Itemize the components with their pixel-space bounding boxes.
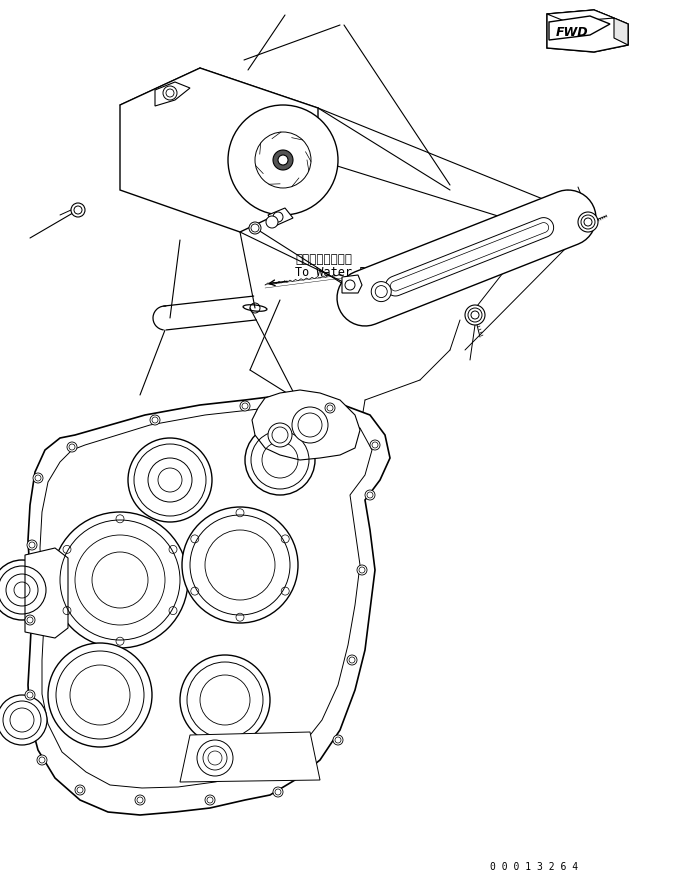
Circle shape <box>228 105 338 215</box>
Polygon shape <box>549 16 610 40</box>
Circle shape <box>205 795 215 805</box>
Circle shape <box>266 216 278 228</box>
Polygon shape <box>337 190 596 326</box>
Circle shape <box>273 787 283 797</box>
Circle shape <box>180 655 270 745</box>
Circle shape <box>357 565 367 575</box>
Circle shape <box>52 512 188 648</box>
Polygon shape <box>252 390 360 460</box>
Circle shape <box>292 407 328 443</box>
Circle shape <box>0 560 52 620</box>
Text: Gear Case: Gear Case <box>235 763 299 776</box>
Polygon shape <box>547 10 628 52</box>
Circle shape <box>67 442 77 452</box>
Polygon shape <box>120 68 318 232</box>
Polygon shape <box>547 10 614 22</box>
Circle shape <box>465 305 485 325</box>
Circle shape <box>365 490 375 500</box>
Circle shape <box>197 740 233 776</box>
Polygon shape <box>547 10 628 52</box>
Circle shape <box>370 440 380 450</box>
Circle shape <box>325 403 335 413</box>
Circle shape <box>135 795 145 805</box>
Text: To Water Pump: To Water Pump <box>295 266 388 279</box>
Circle shape <box>0 695 47 745</box>
Circle shape <box>333 735 343 745</box>
Polygon shape <box>268 208 293 226</box>
Circle shape <box>371 282 391 301</box>
Circle shape <box>278 155 288 165</box>
Circle shape <box>249 222 261 234</box>
Text: ウォータポンプへ: ウォータポンプへ <box>295 253 352 266</box>
Circle shape <box>71 203 85 217</box>
Circle shape <box>75 785 85 795</box>
Polygon shape <box>155 82 190 106</box>
Circle shape <box>25 615 35 625</box>
Circle shape <box>37 755 47 765</box>
Polygon shape <box>614 18 628 45</box>
Polygon shape <box>25 548 68 638</box>
Circle shape <box>27 540 37 550</box>
Circle shape <box>33 473 43 483</box>
Circle shape <box>163 86 177 100</box>
Circle shape <box>25 690 35 700</box>
Circle shape <box>255 132 311 188</box>
Circle shape <box>347 655 357 665</box>
Polygon shape <box>28 395 390 815</box>
Circle shape <box>48 643 152 747</box>
Circle shape <box>128 438 212 522</box>
Circle shape <box>182 507 298 623</box>
Circle shape <box>158 468 182 492</box>
Text: FWD: FWD <box>556 27 589 40</box>
Text: ギャーケース: ギャーケース <box>235 750 278 763</box>
Circle shape <box>240 401 250 411</box>
Circle shape <box>578 212 598 232</box>
Circle shape <box>273 150 293 170</box>
Polygon shape <box>180 732 320 782</box>
Text: 0 0 0 1 3 2 6 4: 0 0 0 1 3 2 6 4 <box>490 862 578 872</box>
Circle shape <box>150 415 160 425</box>
Circle shape <box>268 423 292 447</box>
Circle shape <box>245 425 315 495</box>
Polygon shape <box>342 275 362 293</box>
